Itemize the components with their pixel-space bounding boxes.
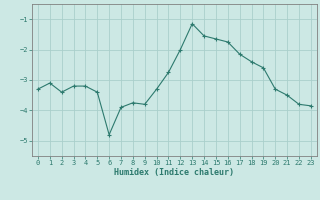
X-axis label: Humidex (Indice chaleur): Humidex (Indice chaleur) <box>115 168 234 177</box>
